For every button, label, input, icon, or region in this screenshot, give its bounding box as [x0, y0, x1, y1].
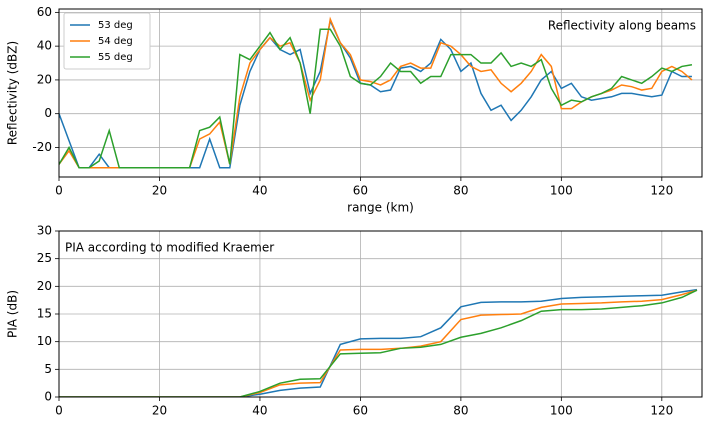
legend-box — [63, 12, 151, 70]
series-line — [59, 289, 698, 397]
y-tick-label: 20 — [37, 279, 52, 293]
panel: 0 20 40 60 80 100 120 0 5 10 15 20 25 30 PIA (dB) PIA a… — [6, 224, 703, 418]
y-tick-label: 30 — [37, 224, 52, 238]
y-tick-label: 0 — [44, 390, 52, 404]
y-tick-label: -20 — [32, 140, 52, 154]
x-tick-label: 0 — [55, 404, 63, 418]
y-tick-label: 20 — [37, 72, 52, 86]
legend-label: 54 deg — [98, 36, 133, 47]
y-tick-label: 5 — [44, 362, 52, 376]
series-line — [59, 28, 693, 169]
series-line — [59, 16, 693, 169]
x-tick-label: 60 — [353, 404, 368, 418]
y-tick-label: 0 — [44, 106, 52, 120]
y-tick-label: 60 — [37, 5, 52, 19]
y-tick-label: 10 — [37, 334, 52, 348]
annotation: PIA according to modified Kraemer — [65, 241, 274, 255]
y-tick-label: 15 — [37, 307, 52, 321]
series-line — [59, 289, 698, 397]
series-line — [59, 288, 698, 397]
legend-label: 55 deg — [98, 52, 133, 63]
x-tick-label: 20 — [152, 184, 167, 198]
x-tick-label: 40 — [252, 184, 267, 198]
y-axis-label: Reflectivity (dBZ) — [6, 41, 20, 145]
x-tick-label: 120 — [650, 404, 673, 418]
y-axis-label: PIA (dB) — [6, 290, 20, 338]
y-tick-label: 25 — [37, 251, 52, 265]
x-tick-label: 80 — [453, 184, 468, 198]
x-tick-label: 40 — [252, 404, 267, 418]
x-tick-label: 100 — [550, 404, 573, 418]
axes-frame — [58, 8, 703, 178]
x-tick-label: 100 — [550, 184, 573, 198]
x-tick-label: 80 — [453, 404, 468, 418]
x-tick-label: 120 — [650, 184, 673, 198]
x-tick-label: 20 — [152, 404, 167, 418]
x-tick-label: 0 — [55, 184, 63, 198]
x-axis-label: range (km) — [347, 201, 414, 215]
axes-frame — [58, 230, 703, 398]
legend-label: 53 deg — [98, 20, 133, 31]
y-tick-label: 40 — [37, 39, 52, 53]
panel: 0 20 40 60 80 100 120 -20 0 20 40 60 range (km) Refle… — [6, 5, 703, 215]
x-tick-label: 60 — [353, 184, 368, 198]
annotation: Reflectivity along beams — [548, 19, 696, 33]
